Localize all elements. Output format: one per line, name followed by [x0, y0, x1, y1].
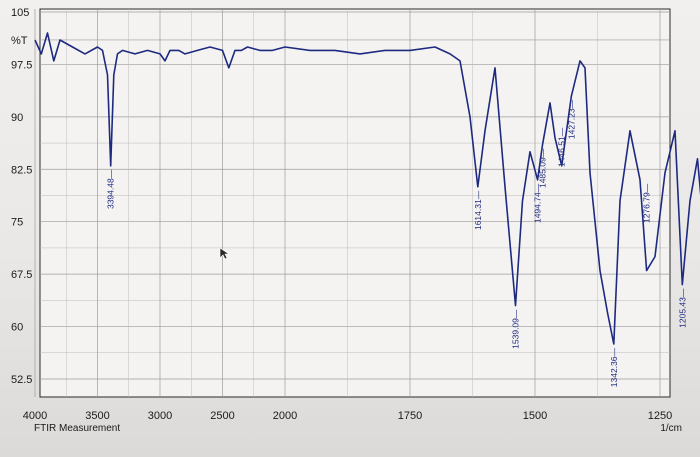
x-tick-label: 1250: [648, 410, 672, 422]
y-tick-label: 60: [11, 322, 23, 334]
peak-label: 1427.23—: [566, 99, 576, 139]
x-tick-label: 1750: [398, 410, 422, 422]
spectrum-line: [34, 32, 700, 345]
peak-label: 1494.74—: [533, 183, 543, 223]
x-tick-label: 2000: [273, 410, 297, 422]
y-tick-label: 67.5: [11, 269, 32, 281]
y-tick-label: 82.5: [11, 164, 32, 176]
x-axis-unit: 1/cm: [660, 423, 682, 434]
peak-label: 1446.51—: [557, 127, 567, 167]
y-tick-label: 52.5: [11, 374, 32, 386]
x-axis-caption: FTIR Measurement: [34, 423, 120, 434]
y-tick-label: %T: [11, 35, 28, 47]
x-tick-label: 3000: [148, 410, 172, 422]
y-tick-label: 97.5: [11, 59, 32, 71]
plot-area: [39, 8, 671, 398]
peak-labels: 3394.48— 1614.31— 1539.09— 1494.74—1485.09—…: [106, 99, 688, 388]
mouse-cursor-icon: [219, 247, 230, 260]
x-tick-label: 4000: [23, 410, 47, 422]
x-tick-label: 3500: [85, 410, 109, 422]
grid: [34, 9, 670, 397]
peak-label: 1342.36—: [609, 348, 619, 388]
peak-label: 1276.79—: [642, 183, 652, 223]
peak-label: 1539.09—: [511, 309, 521, 349]
x-axis-ticks: 4000350030002500200017501500125010007505…: [23, 410, 672, 422]
y-axis-ticks: 105 %T 97.5 90 82.5 75 67.5 60 52.5: [11, 7, 32, 386]
x-tick-label: 1500: [523, 410, 547, 422]
x-tick-label: 2500: [210, 410, 234, 422]
peak-label: 1614.31—: [473, 190, 483, 230]
y-tick-label: 90: [11, 112, 23, 124]
peak-label: 3394.48—: [106, 169, 116, 209]
peak-label: 1485.09—: [538, 148, 548, 188]
y-tick-label: 75: [11, 217, 23, 229]
peak-label: 1205.43—: [677, 288, 687, 328]
y-tick-label: 105: [11, 7, 29, 19]
